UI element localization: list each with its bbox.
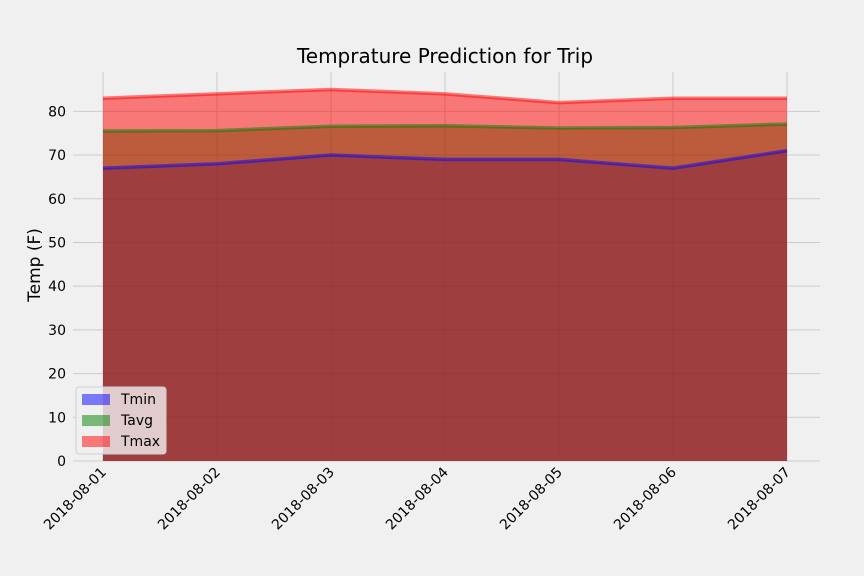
y-axis-ticks: 0 10 20 30 40 50 60 70 80 bbox=[48, 104, 66, 470]
chart-title: Temprature Prediction for Trip bbox=[296, 44, 593, 68]
legend-label-tavg: Tavg bbox=[120, 413, 153, 429]
y-tick-label: 0 bbox=[57, 454, 66, 470]
y-tick-label: 50 bbox=[48, 235, 66, 251]
y-tick-label: 60 bbox=[48, 192, 66, 208]
area-tmax bbox=[103, 89, 787, 461]
series-areas bbox=[103, 89, 787, 461]
y-tick-label: 20 bbox=[48, 367, 66, 383]
legend-swatch-tmax bbox=[82, 436, 110, 447]
y-axis-label: Temp (F) bbox=[25, 228, 45, 303]
y-tick-label: 80 bbox=[48, 104, 66, 120]
line-tmax bbox=[102, 87, 787, 105]
legend-label-tmax: Tmax bbox=[120, 434, 160, 450]
series-lines bbox=[102, 87, 788, 170]
y-tick-label: 70 bbox=[48, 148, 66, 164]
line-tavg bbox=[102, 122, 788, 133]
y-tick-label: 40 bbox=[48, 279, 66, 295]
line-tmin bbox=[102, 148, 788, 170]
legend: Tmin Tavg Tmax bbox=[75, 386, 167, 455]
y-tick-label: 10 bbox=[48, 410, 66, 426]
legend-swatch-tavg bbox=[82, 415, 110, 426]
legend-label-tmin: Tmin bbox=[120, 392, 156, 408]
legend-swatch-tmin bbox=[82, 394, 110, 405]
y-tick-label: 30 bbox=[48, 323, 66, 339]
